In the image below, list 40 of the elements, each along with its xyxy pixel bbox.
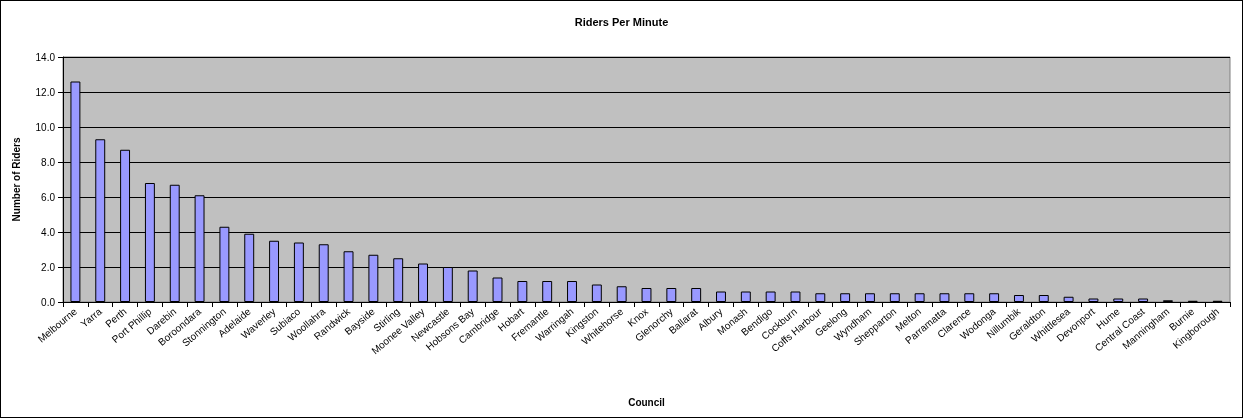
bar — [517, 281, 528, 302]
bar — [889, 293, 900, 302]
bar — [1088, 298, 1099, 302]
bar — [790, 291, 801, 302]
bar — [1013, 295, 1024, 302]
bar — [939, 293, 950, 302]
bar — [567, 281, 577, 302]
bar — [840, 293, 851, 302]
y-axis-title: Number of Riders — [10, 137, 22, 222]
y-tick-label: 12.0 — [35, 86, 56, 98]
bar — [641, 288, 652, 302]
bar — [765, 291, 776, 302]
bar — [467, 270, 478, 302]
bar — [591, 284, 602, 302]
bar — [1063, 296, 1074, 302]
bar — [691, 288, 702, 302]
bar — [492, 277, 503, 302]
bar — [964, 293, 975, 302]
y-tick-label: 10.0 — [35, 121, 56, 133]
bar — [1113, 298, 1124, 302]
x-axis-title: Council — [628, 396, 666, 408]
y-tick-label: 2.0 — [41, 261, 56, 273]
y-tick-label: 6.0 — [41, 191, 56, 203]
y-tick-label: 4.0 — [41, 226, 56, 238]
bar — [865, 293, 875, 302]
bar — [542, 281, 553, 302]
y-tick-label: 8.0 — [41, 156, 56, 168]
bar — [740, 291, 751, 302]
bar — [815, 293, 826, 302]
bar — [989, 293, 1000, 302]
y-tick-label: 14.0 — [35, 51, 56, 63]
bar — [1138, 298, 1149, 302]
x-tick-label: Yarra — [78, 305, 105, 330]
bar — [666, 288, 677, 302]
bar — [716, 291, 726, 302]
y-tick-label: 0.0 — [41, 296, 56, 308]
bar — [616, 286, 627, 302]
bar — [1038, 295, 1049, 302]
bar — [914, 293, 925, 302]
chart-title: Riders Per Minute — [574, 15, 669, 28]
